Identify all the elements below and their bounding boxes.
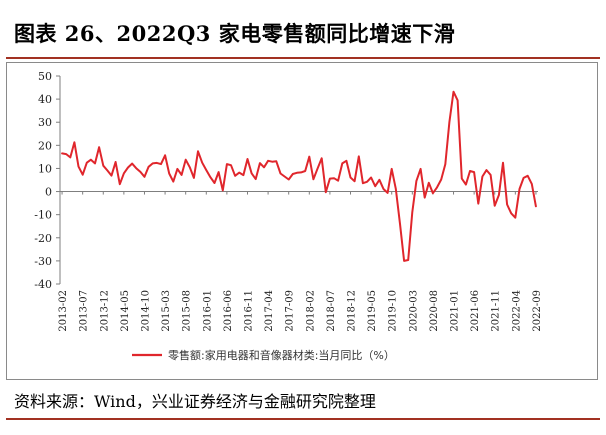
legend: 零售额:家用电器和音像器材类:当月同比（%） [132, 348, 395, 362]
y-tick-label: -10 [34, 209, 52, 222]
series-group [61, 90, 537, 262]
source-note: 资料来源：Wind，兴业证券经济与金融研究院整理 [14, 392, 376, 411]
x-tick-label: 2014-05 [120, 290, 131, 332]
source-divider [6, 418, 600, 420]
y-tick-label: 30 [38, 116, 52, 129]
x-tick-label: 2015-08 [182, 290, 193, 332]
x-tick-label: 2016-11 [243, 290, 254, 332]
x-tick-label: 2013-12 [99, 290, 110, 332]
y-tick-label: 10 [38, 162, 52, 175]
y-axis: 50 40 30 20 10 0 -10 -20 -30 -40 [34, 70, 61, 291]
y-tick-label: 20 [38, 139, 52, 152]
x-tick-label: 2015-03 [161, 290, 172, 332]
y-tick-label: 50 [38, 70, 52, 83]
x-tick-label: 2018-12 [347, 290, 358, 332]
x-tick-label: 2014-10 [140, 290, 151, 332]
x-tick-label: 2019-10 [388, 290, 399, 332]
x-tick-label: 2016-06 [223, 290, 234, 332]
y-tick-label: 40 [38, 93, 52, 106]
y-tick-label: -20 [34, 232, 52, 245]
x-tick-label: 2020-03 [408, 290, 419, 332]
x-tick-label: 2017-04 [264, 290, 275, 332]
x-tick-label: 2021-06 [470, 290, 481, 332]
legend-label: 零售额:家用电器和音像器材类:当月同比（%） [168, 348, 395, 362]
x-tick-label: 2018-02 [305, 290, 316, 332]
y-tick-label: -30 [34, 255, 52, 268]
y-tick-label: 0 [45, 186, 52, 199]
x-tick-label: 2013-07 [79, 290, 90, 332]
title-divider [6, 57, 600, 59]
x-tick-label: 2020-08 [429, 290, 440, 332]
series-line [61, 90, 537, 262]
x-tick-label: 2021-11 [491, 290, 502, 332]
x-tick-label: 2022-04 [511, 290, 522, 332]
x-tick-label: 2017-09 [285, 290, 296, 332]
x-tick-label: 2016-01 [202, 290, 213, 332]
chart-frame [6, 62, 598, 380]
x-tick-label: 2019-05 [367, 290, 378, 332]
x-axis: 2013-02 2013-07 2013-12 2014-05 2014-10 2015-… [58, 191, 543, 332]
y-tick-label: -40 [34, 278, 52, 291]
x-tick-label: 2021-01 [450, 290, 461, 332]
x-tick-label: 2018-07 [326, 290, 337, 332]
x-tick-label: 2022-09 [532, 290, 543, 332]
figure-title: 图表 26、2022Q3 家电零售额同比增速下滑 [14, 21, 456, 46]
x-tick-label: 2013-02 [58, 290, 69, 332]
